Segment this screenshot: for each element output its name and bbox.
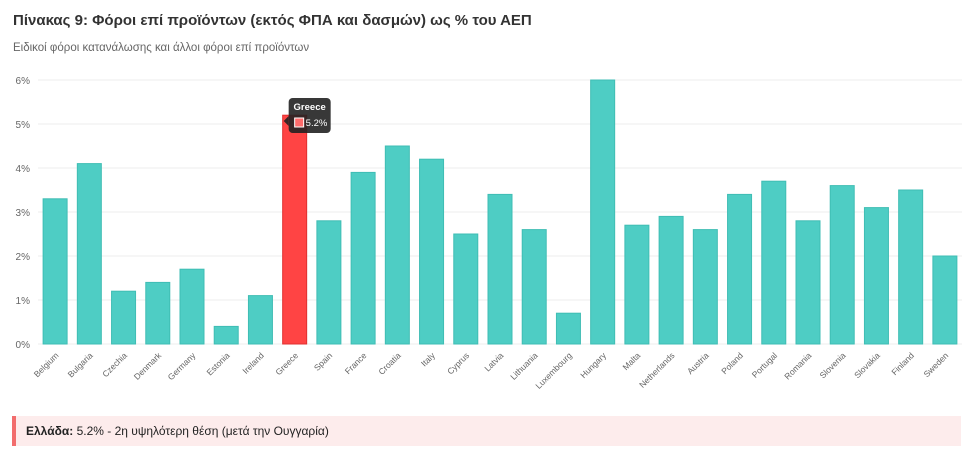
bar-slovakia[interactable]: [863, 207, 889, 345]
y-tick-label: 3%: [16, 208, 31, 219]
x-tick-label: Portugal: [750, 350, 780, 380]
bar-greece[interactable]: [282, 114, 308, 345]
x-tick-label: Belgium: [32, 350, 61, 379]
bar-cyprus[interactable]: [453, 233, 479, 345]
x-tick-label: Greece: [273, 350, 300, 377]
chart-title: Πίνακας 9: Φόροι επί προϊόντων (εκτός ΦΠ…: [13, 12, 532, 29]
x-tick-label: Germany: [166, 350, 198, 382]
bar-chart: 0% 1% 2% 3% 4% 5% 6% Belgium Bulgaria Czechia Denm…: [16, 76, 962, 391]
x-tick-label: Malta: [621, 350, 643, 372]
bar-estonia[interactable]: [213, 325, 239, 345]
x-tick-label: Slovakia: [852, 350, 882, 380]
bar-italy[interactable]: [419, 158, 445, 345]
x-tick-label: Denmark: [132, 350, 164, 382]
x-tick-label: Croatia: [376, 350, 403, 377]
x-tick-label: Luxembourg: [533, 350, 574, 391]
y-tick-label: 1%: [16, 296, 31, 307]
bar-malta[interactable]: [624, 224, 650, 345]
x-tick-label: Slovenia: [818, 350, 848, 380]
tooltip: Greece 5.2%: [283, 98, 331, 133]
bar-finland[interactable]: [898, 189, 924, 345]
y-tick-label: 6%: [16, 76, 31, 87]
x-tick-label: Ireland: [240, 350, 266, 376]
x-tick-label: Latvia: [482, 350, 505, 373]
bar-lithuania[interactable]: [521, 229, 547, 345]
x-tick-label: Czechia: [100, 350, 129, 379]
bar-austria[interactable]: [692, 229, 718, 345]
bar-czechia[interactable]: [111, 290, 137, 345]
tooltip-value: 5.2%: [306, 118, 328, 129]
y-tick-label: 2%: [16, 252, 31, 263]
x-tick-label: Italy: [419, 350, 438, 369]
x-tick-label: Hungary: [578, 350, 608, 380]
y-tick-label: 5%: [16, 120, 31, 131]
y-tick-label: 0%: [16, 340, 31, 351]
bar-ireland[interactable]: [247, 295, 273, 345]
bar-denmark[interactable]: [145, 281, 171, 345]
chart-subtitle: Ειδικοί φόροι κατανάλωσης και άλλοι φόρο…: [13, 42, 310, 54]
tooltip-swatch: [294, 117, 305, 128]
x-tick-label: Sweden: [922, 350, 951, 379]
bar-sweden[interactable]: [932, 255, 958, 345]
bar-poland[interactable]: [727, 193, 753, 345]
x-tick-label: Finland: [889, 350, 916, 377]
x-tick-label: Poland: [719, 350, 745, 376]
note-label: Ελλάδα:: [26, 424, 74, 438]
bar-slovenia[interactable]: [829, 185, 855, 345]
x-tick-label: Bulgaria: [66, 350, 95, 379]
x-tick-label: France: [343, 350, 369, 376]
tooltip-caret: [283, 116, 289, 126]
x-tick-label: Romania: [782, 350, 813, 381]
note-text: 5.2% - 2η υψηλότερη θέση (μετά την Ουγγα…: [73, 424, 329, 438]
x-tick-label: Estonia: [205, 350, 232, 377]
x-tick-label: Lithuania: [508, 350, 540, 382]
bar-romania[interactable]: [795, 220, 821, 345]
bar-germany[interactable]: [179, 268, 205, 345]
tooltip-title: Greece: [294, 102, 326, 113]
bar-spain[interactable]: [316, 220, 342, 345]
x-tick-label: Spain: [312, 350, 335, 373]
bar-latvia[interactable]: [487, 193, 513, 345]
bar-netherlands[interactable]: [658, 215, 684, 345]
bar-hungary[interactable]: [590, 79, 616, 345]
bar-france[interactable]: [350, 171, 376, 345]
bar-portugal[interactable]: [761, 180, 787, 345]
greece-note: Ελλάδα: 5.2% - 2η υψηλότερη θέση (μετά τ…: [12, 416, 961, 446]
x-tick-label: Austria: [685, 350, 711, 376]
bar-luxembourg[interactable]: [555, 312, 581, 345]
x-tick-label: Netherlands: [637, 350, 676, 389]
bar-bulgaria[interactable]: [76, 163, 102, 345]
x-tick-label: Cyprus: [445, 350, 471, 376]
bar-croatia[interactable]: [384, 145, 410, 345]
y-tick-label: 4%: [16, 164, 31, 175]
bar-belgium[interactable]: [42, 198, 68, 345]
